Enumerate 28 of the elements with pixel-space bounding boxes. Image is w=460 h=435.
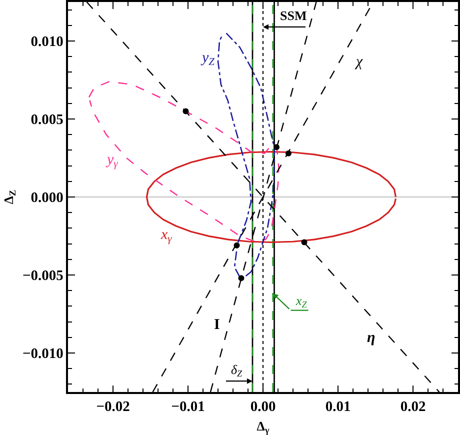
point — [182, 108, 189, 114]
y-tick-label: −0.005 — [22, 268, 64, 284]
y-tick-label: 0.000 — [30, 190, 64, 206]
y-tick-label: 0.005 — [30, 112, 64, 128]
series-label: y$_{γ}$ — [105, 152, 119, 170]
point — [286, 150, 292, 156]
series-label: η — [367, 330, 376, 346]
x-tick-label: −0.02 — [96, 399, 130, 416]
point — [238, 275, 244, 282]
y-tick-label: −0.010 — [22, 346, 64, 362]
ref-line-label: SSM — [280, 8, 307, 23]
series-label: y$_{Z}$ — [200, 50, 215, 68]
x-axis-title: Δ$_{γ}$ — [256, 418, 270, 435]
point — [274, 144, 280, 150]
ref-line-label: x$_{Z}$ — [295, 293, 308, 310]
y-tick-label: 0.010 — [30, 34, 64, 50]
series-label: χ — [354, 54, 363, 70]
ref-line-label: δ$_{Z}$ — [231, 362, 244, 379]
x-tick-label: 0.00 — [250, 399, 276, 416]
point — [301, 239, 308, 246]
x-tick-label: −0.01 — [171, 399, 205, 416]
line-series — [146, 150, 397, 244]
x-tick-label: 0.02 — [400, 399, 426, 416]
line-series — [88, 80, 280, 243]
series-label: I — [214, 317, 220, 333]
series-label: x$_{γ}$ — [160, 227, 173, 246]
x-tick-label: 0.01 — [325, 399, 351, 416]
point — [234, 242, 240, 248]
